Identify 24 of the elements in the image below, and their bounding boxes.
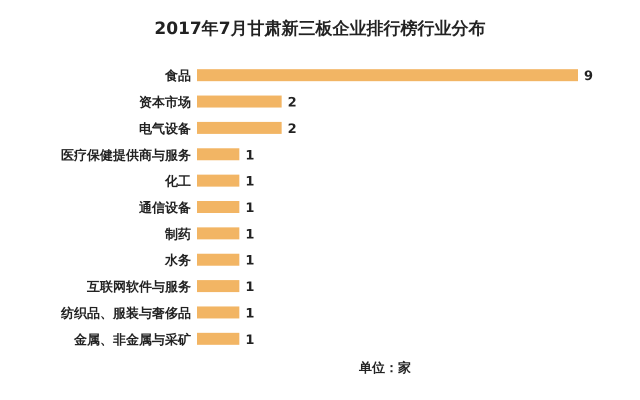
- data-label: 2: [288, 96, 297, 111]
- y-tick-label: 食品: [164, 69, 191, 84]
- data-label: 1: [245, 306, 254, 322]
- chart-title: 2017年7月甘肃新三板企业排行榜行业分布: [154, 19, 486, 39]
- y-tick-label: 电气设备: [139, 122, 191, 137]
- y-tick-label: 资本市场: [139, 94, 191, 111]
- data-label: 1: [245, 148, 254, 164]
- data-label: 1: [245, 254, 254, 269]
- y-tick-label: 金属、非金属与采矿: [73, 332, 191, 348]
- y-tick-label: 制药: [164, 226, 191, 242]
- data-label: 9: [584, 69, 594, 84]
- text: 单位：家: [358, 360, 411, 376]
- y-tick-label: 互联网软件与服务: [86, 280, 191, 296]
- data-label: 1: [245, 332, 254, 348]
- y-tick-label: 通信设备: [138, 200, 191, 216]
- y-tick-label: 纺织品、服装与奢侈品: [60, 305, 191, 322]
- data-label: 1: [245, 227, 254, 242]
- data-label: 1: [245, 174, 254, 190]
- data-label: 1: [245, 201, 254, 216]
- data-label: 1: [245, 280, 254, 296]
- y-tick-label: 化工: [164, 174, 191, 190]
- y-tick-label: 医疗保健提供商与服务: [61, 147, 191, 164]
- data-label: 2: [288, 122, 297, 137]
- y-tick-label: 水务: [164, 254, 191, 269]
